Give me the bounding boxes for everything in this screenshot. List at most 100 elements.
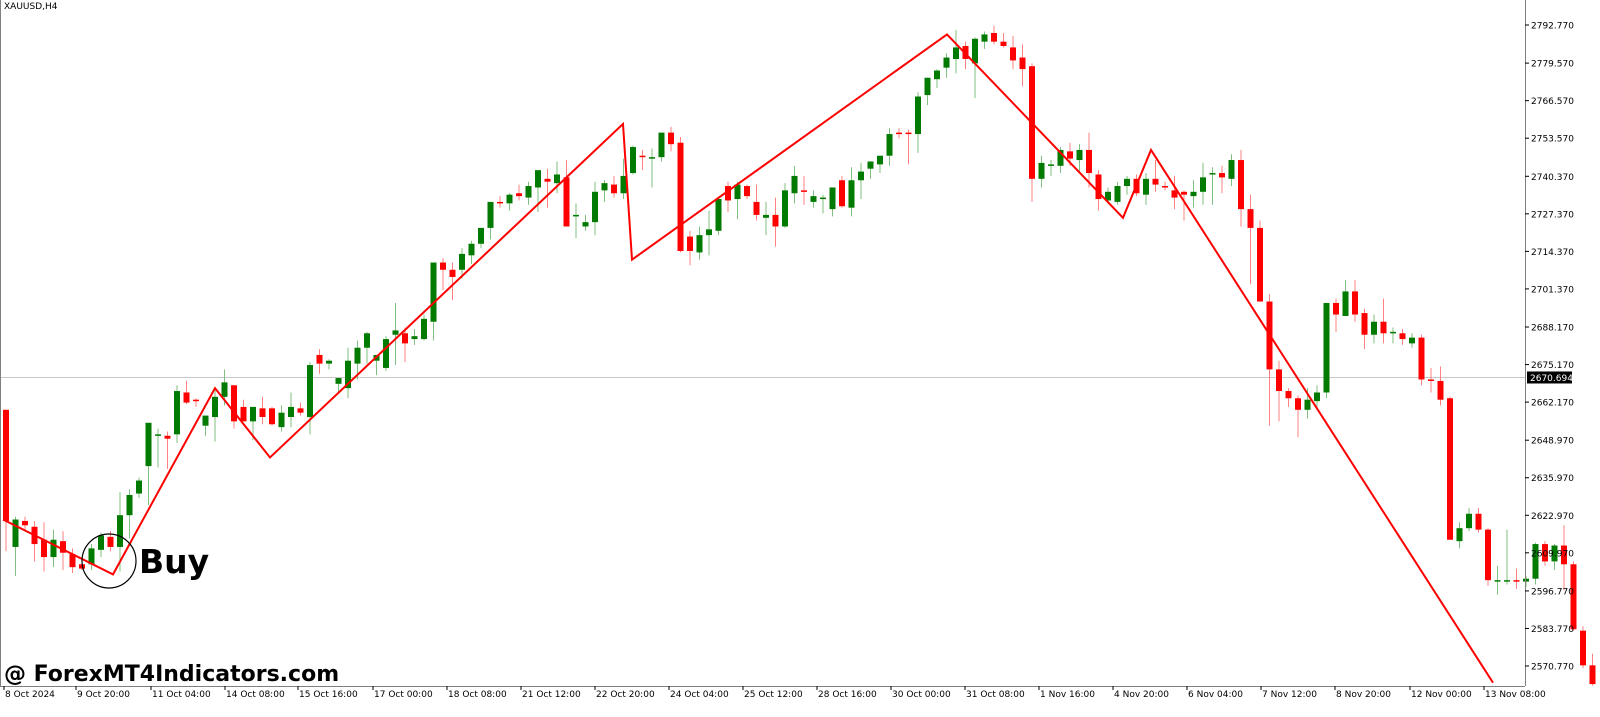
candle-body: [1200, 177, 1206, 192]
price-tick-label: 2701.370: [1531, 285, 1574, 295]
candle-body: [1589, 665, 1596, 685]
time-tick-label: 28 Oct 16:00: [818, 690, 877, 700]
candle-body: [117, 515, 123, 547]
candle-body: [1143, 178, 1149, 195]
candle-body: [1475, 513, 1482, 530]
price-tick-label: 2675.170: [1531, 361, 1574, 371]
time-tick-label: 11 Oct 04:00: [152, 690, 211, 700]
candle-body: [1000, 41, 1007, 46]
candle-body: [88, 548, 95, 565]
candle-body: [1456, 528, 1463, 542]
candle-body: [1399, 333, 1406, 340]
candle-body: [706, 229, 712, 236]
candle-body: [1038, 162, 1045, 179]
candle-body: [658, 132, 665, 158]
candle-body: [1333, 302, 1339, 315]
candle-body: [41, 539, 47, 558]
candle-body: [1257, 227, 1263, 302]
candle-body: [145, 422, 152, 467]
candle-body: [972, 38, 978, 64]
candle-body: [1209, 173, 1216, 175]
candle-body: [316, 354, 323, 364]
candle-body: [1228, 160, 1235, 179]
candle-body: [259, 408, 266, 418]
candle-body: [1314, 392, 1320, 402]
candle-body: [1285, 391, 1292, 399]
candle-body: [668, 132, 674, 145]
candle-body: [953, 47, 959, 59]
candle-body: [1295, 398, 1301, 410]
time-axis[interactable]: 8 Oct 2024 9 Oct 20:00 11 Oct 04:00 14 Oct …: [0, 686, 1546, 700]
candle-body: [1190, 191, 1197, 197]
candle-body: [829, 187, 836, 210]
symbol-timeframe-label: XAUUSD,H4: [4, 2, 58, 12]
candle-body: [98, 535, 104, 550]
candle-body: [1247, 209, 1254, 228]
price-tick-label: 2727.370: [1531, 210, 1574, 220]
candle-body: [1494, 580, 1501, 582]
candle-body: [1551, 545, 1558, 562]
candle-body: [1304, 399, 1311, 410]
candle-body: [687, 236, 693, 251]
candle-body: [345, 360, 351, 389]
price-tick-label: 2753.570: [1531, 135, 1574, 145]
time-tick-label: 25 Oct 12:00: [744, 690, 803, 700]
candle-body: [107, 536, 114, 547]
price-axis[interactable]: 2792.770 2779.570 2766.570 2753.570 2740.370…: [1525, 0, 1574, 686]
candle-body: [563, 177, 570, 227]
candle-body: [630, 147, 636, 174]
candle-body: [468, 243, 475, 256]
price-tick-label: 2688.170: [1531, 324, 1574, 334]
candle-body: [1086, 149, 1092, 174]
candle-body: [1466, 513, 1472, 529]
time-tick-label: 17 Oct 00:00: [374, 690, 433, 700]
candle-body: [449, 269, 456, 277]
candle-body: [886, 134, 893, 156]
candle-body: [1352, 291, 1358, 315]
candle-body: [126, 494, 133, 516]
candle-body: [1095, 174, 1102, 200]
time-tick-label: 8 Nov 20:00: [1336, 690, 1391, 700]
price-tick-label: 2740.370: [1531, 173, 1574, 183]
candle-body: [1057, 149, 1064, 166]
candle-body: [1561, 545, 1567, 565]
candle-body: [924, 77, 931, 96]
candle-body: [288, 406, 294, 418]
candle-body: [1181, 191, 1187, 195]
candle-body: [516, 193, 522, 197]
candle-body: [1371, 321, 1377, 335]
time-tick-label: 14 Oct 08:00: [226, 690, 285, 700]
candle-body: [858, 171, 864, 181]
price-tick-label: 2766.570: [1531, 97, 1574, 107]
candle-body: [649, 157, 655, 159]
candle-body: [231, 385, 237, 422]
candle-body: [411, 336, 418, 340]
candle-body: [1162, 186, 1168, 188]
time-tick-label: 12 Nov 00:00: [1411, 690, 1472, 700]
candle-body: [1238, 160, 1244, 210]
candle-body: [611, 184, 617, 194]
price-tick-label: 2779.570: [1531, 60, 1574, 70]
candle-body: [1105, 191, 1111, 201]
candle-body: [1437, 380, 1444, 400]
candle-body: [497, 201, 503, 204]
candle-body: [1323, 302, 1330, 393]
candle-body: [1019, 57, 1026, 70]
candle-body: [383, 339, 389, 368]
candle-body: [183, 392, 190, 403]
time-tick-label: 15 Oct 16:00: [299, 690, 358, 700]
candle-body: [810, 196, 817, 202]
candle-body: [1152, 178, 1159, 185]
price-tick-label: 2583.770: [1531, 625, 1574, 635]
candle-body: [582, 222, 589, 227]
buy-signal-label: Buy: [139, 542, 210, 581]
candle-body: [715, 199, 722, 231]
candle-body: [250, 406, 256, 422]
candle-body: [791, 175, 798, 194]
candle-body: [554, 174, 560, 184]
candle-body: [50, 539, 57, 558]
candle-body: [487, 201, 494, 228]
time-tick-label: 6 Nov 04:00: [1188, 690, 1243, 700]
